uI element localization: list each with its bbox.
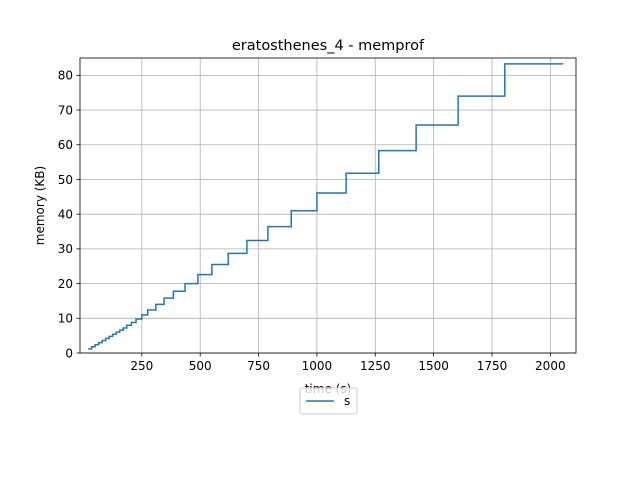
y-tick-label: 50 [58, 173, 73, 187]
x-tick-label: 500 [189, 359, 212, 373]
legend: s [299, 387, 358, 415]
series-line-s [88, 63, 564, 350]
x-tick-label: 1750 [477, 359, 508, 373]
x-tick-label: 1000 [302, 359, 333, 373]
y-tick-label: 0 [65, 346, 73, 360]
plot-frame [79, 57, 577, 354]
x-tick-label: 1500 [418, 359, 449, 373]
ticks: 250 500 750 1000 1250 1500 1750 2000 0 10 20 30 40 50… [58, 69, 566, 373]
chart-title: eratosthenes_4 - memprof [232, 38, 425, 54]
y-axis-label: memory (KB) [33, 166, 47, 245]
y-tick-label: 80 [58, 69, 73, 83]
y-tick-label: 70 [58, 103, 73, 117]
x-tick-label: 1250 [360, 359, 391, 373]
y-tick-label: 40 [58, 207, 73, 221]
y-tick-label: 60 [58, 138, 73, 152]
series-layer [88, 63, 564, 350]
y-tick-label: 10 [58, 312, 73, 326]
x-tick-label: 2000 [535, 359, 566, 373]
legend-label-s: s [344, 394, 350, 408]
y-tick-label: 20 [58, 277, 73, 291]
x-tick-label: 750 [247, 359, 270, 373]
x-tick-label: 250 [130, 359, 153, 373]
y-tick-label: 30 [58, 242, 73, 256]
